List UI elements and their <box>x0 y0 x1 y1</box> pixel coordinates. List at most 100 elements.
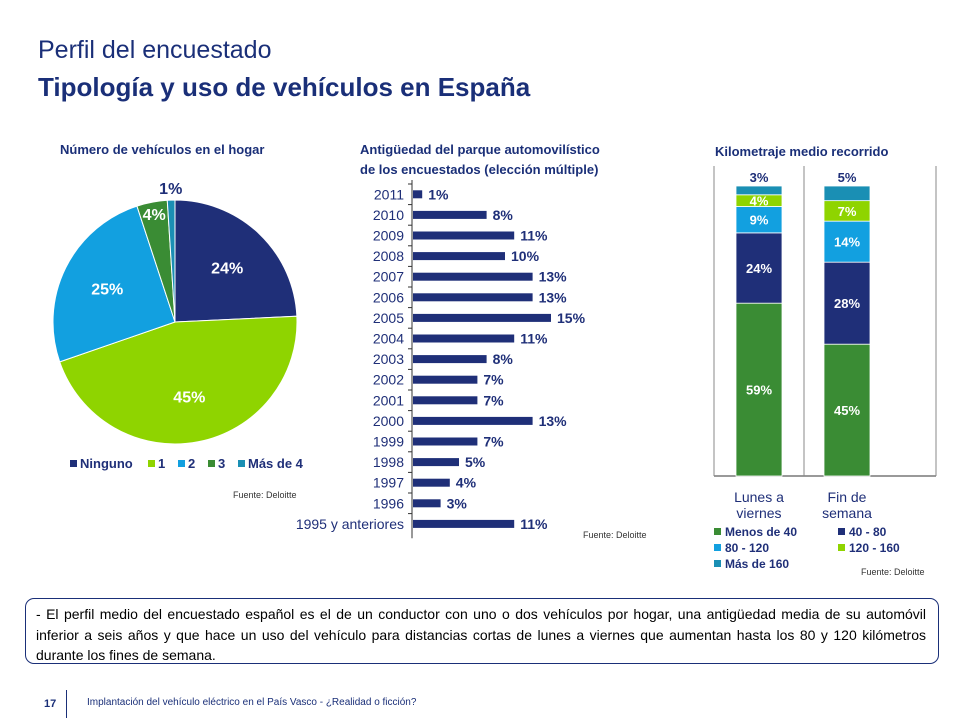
pie-slice-2 <box>52 205 176 363</box>
pie-slice-4 <box>166 199 176 323</box>
age-category-label-7: 2004 <box>373 331 404 347</box>
stack-label-1-3: 7% <box>838 204 857 219</box>
stack-category-label-1-1: semana <box>822 505 872 521</box>
age-category-label-2: 2009 <box>373 228 404 244</box>
stacked-chart-title: Kilometraje medio recorrido <box>715 144 889 159</box>
pie-slice-1 <box>59 315 298 445</box>
age-bar-9 <box>413 375 478 384</box>
stack-legend-label-2: 80 - 120 <box>725 541 769 555</box>
pie-legend-swatch-1 <box>148 460 155 467</box>
pie-label-2: 25% <box>91 281 123 298</box>
pie-legend-swatch-0 <box>70 460 77 467</box>
age-value-label-13: 5% <box>465 454 486 470</box>
pie-chart-title: Número de vehículos en el hogar <box>60 142 265 157</box>
bar-chart-title-line2: de los encuestados (elección múltiple) <box>360 162 599 177</box>
age-value-label-0: 1% <box>428 186 449 202</box>
stack-segment-0-1 <box>735 232 783 304</box>
stack-label-0-3: 4% <box>750 194 769 209</box>
age-category-label-13: 1998 <box>373 454 404 470</box>
age-value-label-8: 8% <box>493 351 514 367</box>
age-category-label-6: 2005 <box>373 310 404 326</box>
age-bar-2 <box>413 231 515 240</box>
age-value-label-3: 10% <box>511 248 540 264</box>
age-bar-3 <box>413 252 505 261</box>
stack-legend-label-1: 40 - 80 <box>849 525 887 539</box>
age-bar-chart: 2011 1% 2010 8% 2009 11% 2008 10% 2007 13% 2006 13%… <box>296 180 586 539</box>
pie-label-0: 24% <box>211 260 243 277</box>
stack-label-1-4: 5% <box>838 170 857 185</box>
stack-label-0-2: 9% <box>750 213 769 228</box>
pie-label-4: 1% <box>159 181 182 198</box>
age-category-label-1: 2010 <box>373 207 404 223</box>
pie-legend-label-1: 1 <box>158 456 165 471</box>
pie-legend-label-2: 2 <box>188 456 195 471</box>
footer-text: Implantación del vehículo eléctrico en e… <box>87 697 417 708</box>
age-bar-6 <box>413 313 551 322</box>
age-bar-11 <box>413 416 533 425</box>
stack-legend-label-3: 120 - 160 <box>849 541 900 555</box>
age-category-label-14: 1997 <box>373 475 404 491</box>
age-bar-15 <box>413 499 441 508</box>
pie-legend-swatch-4 <box>238 460 245 467</box>
age-bar-4 <box>413 272 533 281</box>
page-number: 17 <box>44 698 57 710</box>
bar-chart-title-line1: Antigüedad del parque automovilístico <box>360 142 600 157</box>
stack-segment-0-0 <box>735 302 783 477</box>
age-value-label-5: 13% <box>539 289 568 305</box>
age-value-label-16: 11% <box>520 516 548 532</box>
stack-label-1-2: 14% <box>834 235 860 250</box>
stack-label-0-1: 24% <box>746 261 772 276</box>
age-category-label-9: 2002 <box>373 372 404 388</box>
summary-box: - El perfil medio del encuestado español… <box>25 598 939 664</box>
age-category-label-4: 2007 <box>373 269 404 285</box>
age-bar-13 <box>413 458 459 467</box>
age-bar-1 <box>413 210 487 219</box>
bar-chart-source: Fuente: Deloitte <box>583 530 647 540</box>
stack-legend-label-0: Menos de 40 <box>725 525 797 539</box>
pie-legend-label-4: Más de 4 <box>248 456 304 471</box>
age-bar-16 <box>413 519 515 528</box>
stack-category-label-0-0: Lunes a <box>734 489 784 505</box>
age-category-label-10: 2001 <box>373 392 404 408</box>
stack-segment-1-0 <box>823 343 871 477</box>
stack-legend-swatch-4 <box>714 560 721 567</box>
stack-segment-1-1 <box>823 261 871 345</box>
stack-segment-1-4 <box>823 185 871 202</box>
age-category-label-3: 2008 <box>373 248 404 264</box>
age-value-label-12: 7% <box>483 434 504 450</box>
age-category-label-8: 2003 <box>373 351 404 367</box>
stack-label-0-0: 59% <box>746 383 772 398</box>
stack-legend-label-4: Más de 160 <box>725 557 789 571</box>
stack-segment-0-4 <box>735 185 783 196</box>
pie-label-1: 45% <box>173 389 205 406</box>
age-bar-8 <box>413 355 487 364</box>
age-value-label-10: 7% <box>483 392 504 408</box>
age-value-label-15: 3% <box>447 495 468 511</box>
pie-legend-label-0: Ninguno <box>80 456 133 471</box>
age-bar-10 <box>413 396 478 405</box>
pie-legend-swatch-3 <box>208 460 215 467</box>
age-value-label-6: 15% <box>557 310 586 326</box>
stack-segment-0-2 <box>735 206 783 234</box>
stack-legend-swatch-0 <box>714 528 721 535</box>
age-category-label-12: 1999 <box>373 434 404 450</box>
age-value-label-2: 11% <box>520 228 548 244</box>
pie-slice-0 <box>174 199 298 323</box>
slide-subtitle: Tipología y uso de vehículos en España <box>38 72 531 102</box>
pie-label-3: 4% <box>143 207 166 224</box>
age-bar-5 <box>413 293 533 302</box>
stack-legend-swatch-3 <box>838 544 845 551</box>
age-value-label-4: 13% <box>539 269 568 285</box>
pie-legend-label-3: 3 <box>218 456 225 471</box>
stacked-chart-source: Fuente: Deloitte <box>861 567 925 577</box>
age-category-label-15: 1996 <box>373 495 404 511</box>
age-category-label-0: 2011 <box>374 186 404 202</box>
age-bar-12 <box>413 437 478 446</box>
stack-label-1-0: 45% <box>834 403 860 418</box>
age-value-label-11: 13% <box>539 413 568 429</box>
age-bar-0 <box>413 190 423 199</box>
age-value-label-7: 11% <box>520 331 548 347</box>
stack-segment-1-2 <box>823 220 871 263</box>
stack-label-0-4: 3% <box>750 170 769 185</box>
